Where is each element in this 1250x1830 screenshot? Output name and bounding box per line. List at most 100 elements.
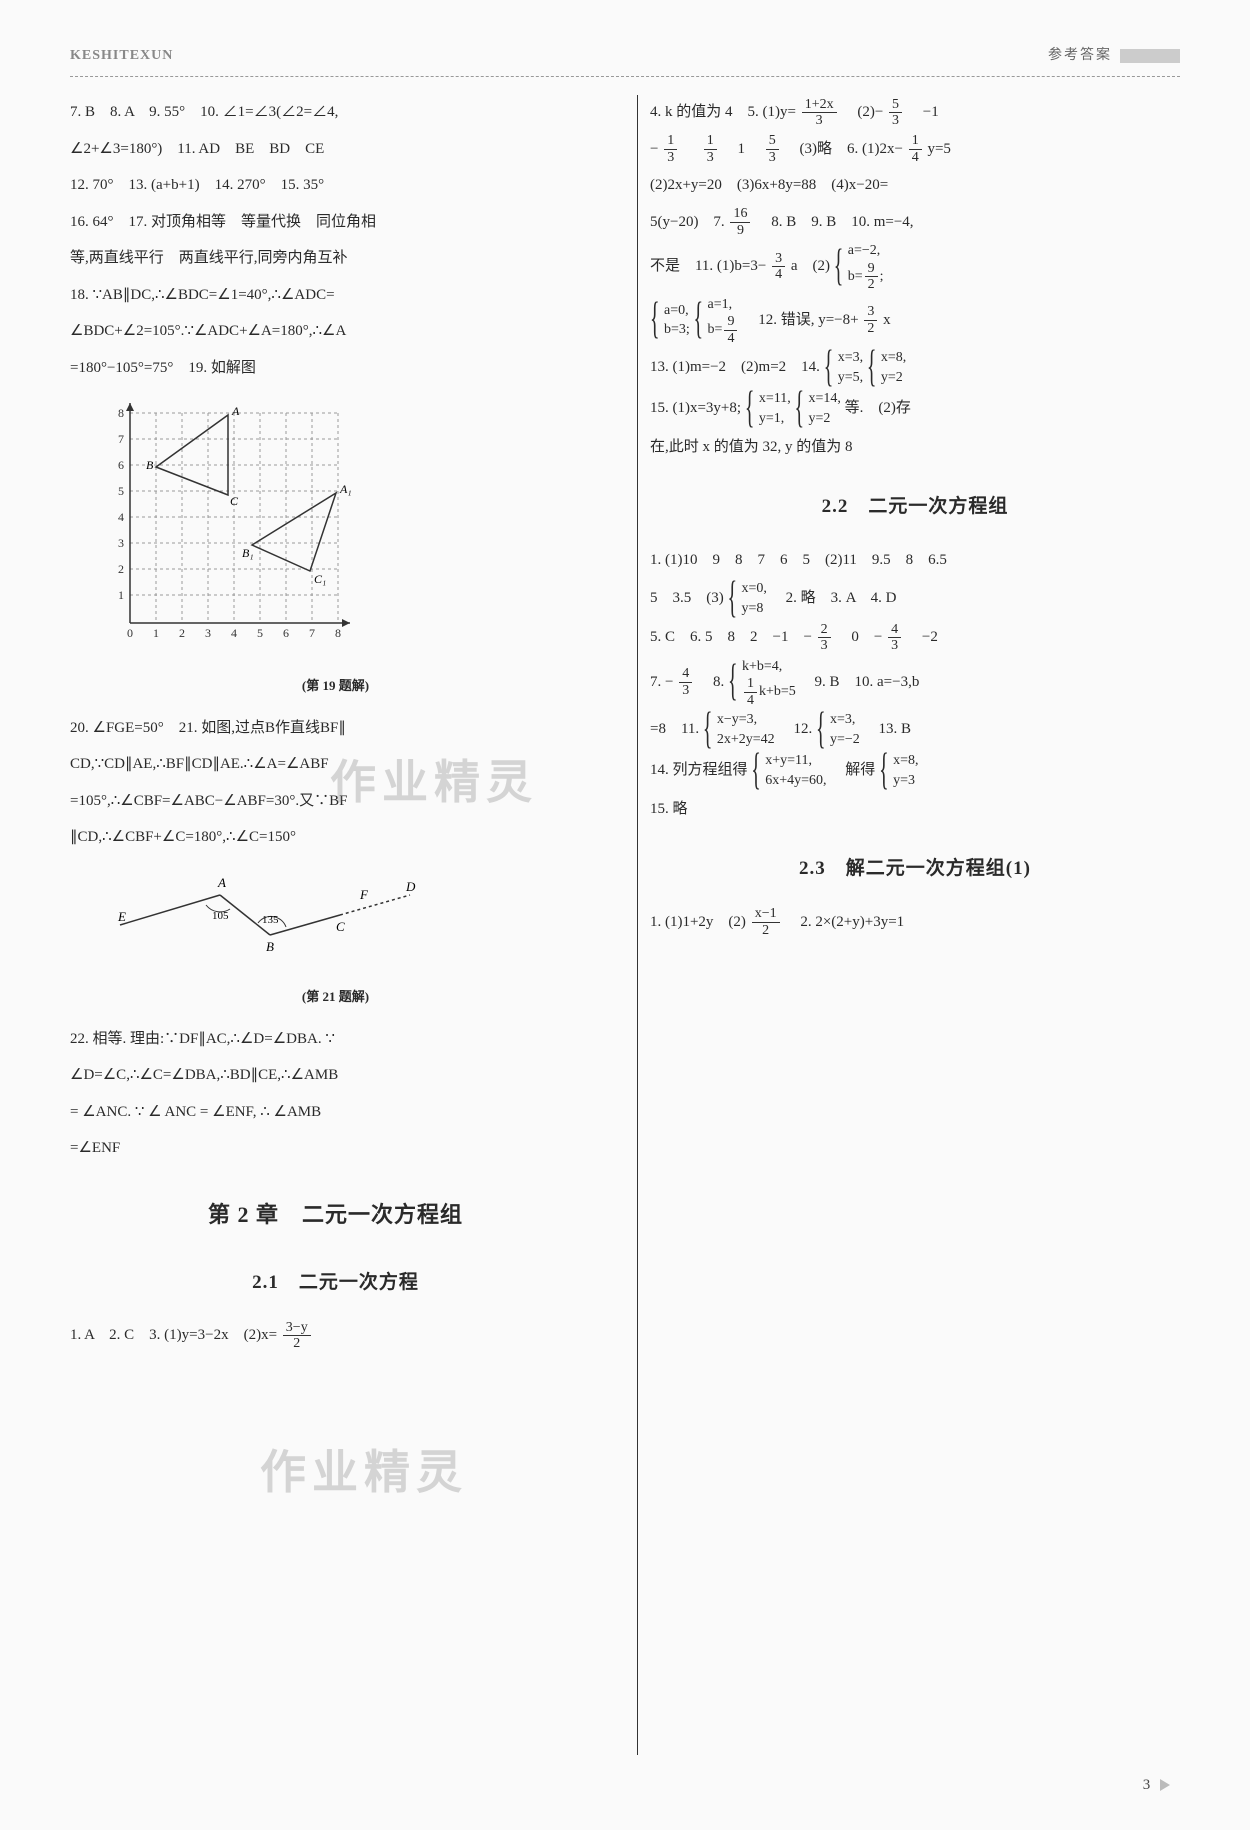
brace-2: a=0, b=3; (650, 301, 690, 340)
section-2-3-title: 2.3 解二元一次方程组(1) (650, 847, 1180, 891)
header-bar-icon (1120, 49, 1180, 63)
s23l1b: 2. 2×(2+y)+3y=1 (785, 914, 904, 930)
s22-l7: 15. 略 (650, 792, 1180, 827)
figure-21-caption: (第 21 题解) (70, 982, 601, 1012)
page-number: 3 (1143, 1768, 1170, 1803)
svg-text:105: 105 (212, 910, 229, 922)
svg-text:1: 1 (153, 626, 159, 640)
frac-2: 53 (889, 97, 902, 129)
ans-7-10: 7. B 8. A 9. 55° 10. ∠1=∠3(∠2=∠4, (70, 95, 601, 130)
brace-11: x=3, y=−2 (816, 710, 860, 749)
ans-12-15: 12. 70° 13. (a+b+1) 14. 270° 15. 35° (70, 168, 601, 203)
svg-text:A₁: A₁ (339, 482, 352, 496)
r1b: (2)− (842, 104, 883, 120)
ans-16-17a: 16. 64° 17. 对顶角相等 等量代换 同位角相 (70, 205, 601, 240)
ans-22d: =∠ENF (70, 1131, 601, 1166)
svg-text:5: 5 (118, 484, 124, 498)
svg-text:8: 8 (335, 626, 341, 640)
svg-text:2: 2 (179, 626, 185, 640)
svg-text:3: 3 (205, 626, 211, 640)
frac-13: x−12 (752, 906, 780, 938)
r-line3: (2)2x+y=20 (3)6x+8y=88 (4)x−20= (650, 168, 1180, 203)
frac-12: 43 (679, 666, 692, 698)
ans-17b: 等,两直线平行 两直线平行,同旁内角互补 (70, 241, 601, 276)
svg-text:1: 1 (118, 588, 124, 602)
r5a: 不是 11. (1)b=3− (650, 258, 766, 274)
svg-text:B: B (266, 939, 274, 954)
right-column: 4. k 的值为 4 5. (1)y= 1+2x3 (2)− 53 −1 − 1… (637, 95, 1180, 1755)
ans-21d: ∥CD,∴∠CBF+∠C=180°,∴∠C=150° (70, 820, 601, 855)
s22l3a: 5. C 6. 5 8 2 −1 − (650, 629, 812, 645)
svg-text:C₁: C₁ (314, 572, 326, 586)
ans-21b: CD,∵CD∥AE,∴BF∥CD∥AE.∴∠A=∠ABF (70, 747, 601, 782)
brace-4: x=3, y=5, (824, 348, 863, 387)
frac-6: 14 (909, 133, 922, 165)
svg-text:E: E (117, 909, 126, 924)
figure-21-angle: E A B C F D 105 135 (110, 865, 601, 979)
s22-l4: 7. − 43 8. k+b=4, 14k+b=5 9. B 10. a=−3,… (650, 657, 1180, 708)
s22l3c: −2 (907, 629, 938, 645)
frac-1: 1+2x3 (802, 97, 837, 129)
brace-1: a=−2, b=92; (834, 241, 884, 292)
svg-text:135: 135 (262, 914, 279, 926)
svg-text:A: A (217, 875, 226, 890)
svg-text:6: 6 (118, 458, 124, 472)
r2b (683, 141, 698, 157)
r2c: 1 (722, 141, 760, 157)
ans-21c: =105°,∴∠CBF=∠ABC−∠ABF=30°.又∵BF (70, 784, 601, 819)
r-line4: 5(y−20) 7. 169 8. B 9. B 10. m=−4, (650, 205, 1180, 240)
ans-18a: 18. ∵AB∥DC,∴∠BDC=∠1=40°,∴∠ADC= (70, 278, 601, 313)
brace-12: x+y=11, 6x+4y=60, (751, 751, 826, 790)
s22-l5: =8 11. x−y=3, 2x+2y=42 12. x=3, y=−2 13.… (650, 710, 1180, 749)
s22l2a: 5 3.5 (3) (650, 590, 724, 606)
content-columns: 7. B 8. A 9. 55° 10. ∠1=∠3(∠2=∠4, ∠2+∠3=… (70, 95, 1180, 1755)
svg-text:7: 7 (118, 432, 124, 446)
s22l5c: 13. B (864, 721, 912, 737)
r6b: 12. 错误, y=−8+ (743, 312, 858, 328)
frac-7: 169 (730, 206, 750, 238)
chapter-2-title: 第 2 章 二元一次方程组 (70, 1190, 601, 1241)
r-line5: 不是 11. (1)b=3− 34 a (2) a=−2, b=92; (650, 241, 1180, 292)
section-2-1-title: 2.1 二元一次方程 (70, 1261, 601, 1305)
r1a: 4. k 的值为 4 5. (1)y= (650, 104, 796, 120)
r8a: 15. (1)x=3y+8; (650, 400, 741, 416)
svg-text:7: 7 (309, 626, 315, 640)
page-number-value: 3 (1143, 1777, 1151, 1793)
ans-22c: = ∠ANC. ∵ ∠ ANC = ∠ENF, ∴ ∠AMB (70, 1095, 601, 1130)
svg-text:4: 4 (231, 626, 237, 640)
r-line8: 15. (1)x=3y+8; x=11, y=1, x=14, y=2 等. (… (650, 389, 1180, 428)
s21-l1a: 1. A 2. C 3. (1)y=3−2x (2)x= (70, 1327, 277, 1343)
brace-7: x=14, y=2 (794, 389, 840, 428)
ans-22a: 22. 相等. 理由:∵DF∥AC,∴∠D=∠DBA. ∵ (70, 1022, 601, 1057)
svg-text:0: 0 (127, 626, 133, 640)
r2d: (3)略 6. (1)2x− (784, 141, 902, 157)
ans-10b-11: ∠2+∠3=180°) 11. AD BE BD CE (70, 132, 601, 167)
s22l4c: 9. B 10. a=−3,b (800, 674, 920, 690)
s22l3b: 0 − (836, 629, 882, 645)
r5b: a (2) (791, 258, 830, 274)
ans-18c-19: =180°−105°=75° 19. 如解图 (70, 351, 601, 386)
brace-10: x−y=3, 2x+2y=42 (703, 710, 775, 749)
frac-9: 32 (864, 304, 877, 336)
frac-10: 23 (818, 622, 831, 654)
r4b: 8. B 9. B 10. m=−4, (756, 214, 913, 230)
s22l6b: 解得 (830, 762, 875, 778)
figure-19-caption: (第 19 题解) (70, 671, 601, 701)
section-2-2-title: 2.2 二元一次方程组 (650, 485, 1180, 529)
s22-l2: 5 3.5 (3) x=0, y=8 2. 略 3. A 4. D (650, 579, 1180, 618)
svg-text:D: D (405, 879, 416, 894)
ans-18b: ∠BDC+∠2=105°.∵∠ADC+∠A=180°,∴∠A (70, 314, 601, 349)
ans-20-21a: 20. ∠FGE=50° 21. 如图,过点B作直线BF∥ (70, 711, 601, 746)
brace-9: k+b=4, 14k+b=5 (728, 657, 796, 708)
svg-text:8: 8 (118, 406, 124, 420)
s22l6a: 14. 列方程组得 (650, 762, 748, 778)
brace-13: x=8, y=3 (879, 751, 918, 790)
r-line9: 在,此时 x 的值为 32, y 的值为 8 (650, 430, 1180, 465)
angle-svg: E A B C F D 105 135 (110, 865, 430, 965)
page-arrow-icon (1160, 1779, 1170, 1791)
s22l4a: 7. − (650, 674, 673, 690)
figure-19-grid: 012 345 678 123 456 78 A B C A₁ B₁ C₁ (100, 393, 601, 667)
svg-text:2: 2 (118, 562, 124, 576)
page-header: KESHITEXUN 参考答案 (70, 40, 1180, 77)
s23-l1: 1. (1)1+2y (2) x−12 2. 2×(2+y)+3y=1 (650, 905, 1180, 940)
